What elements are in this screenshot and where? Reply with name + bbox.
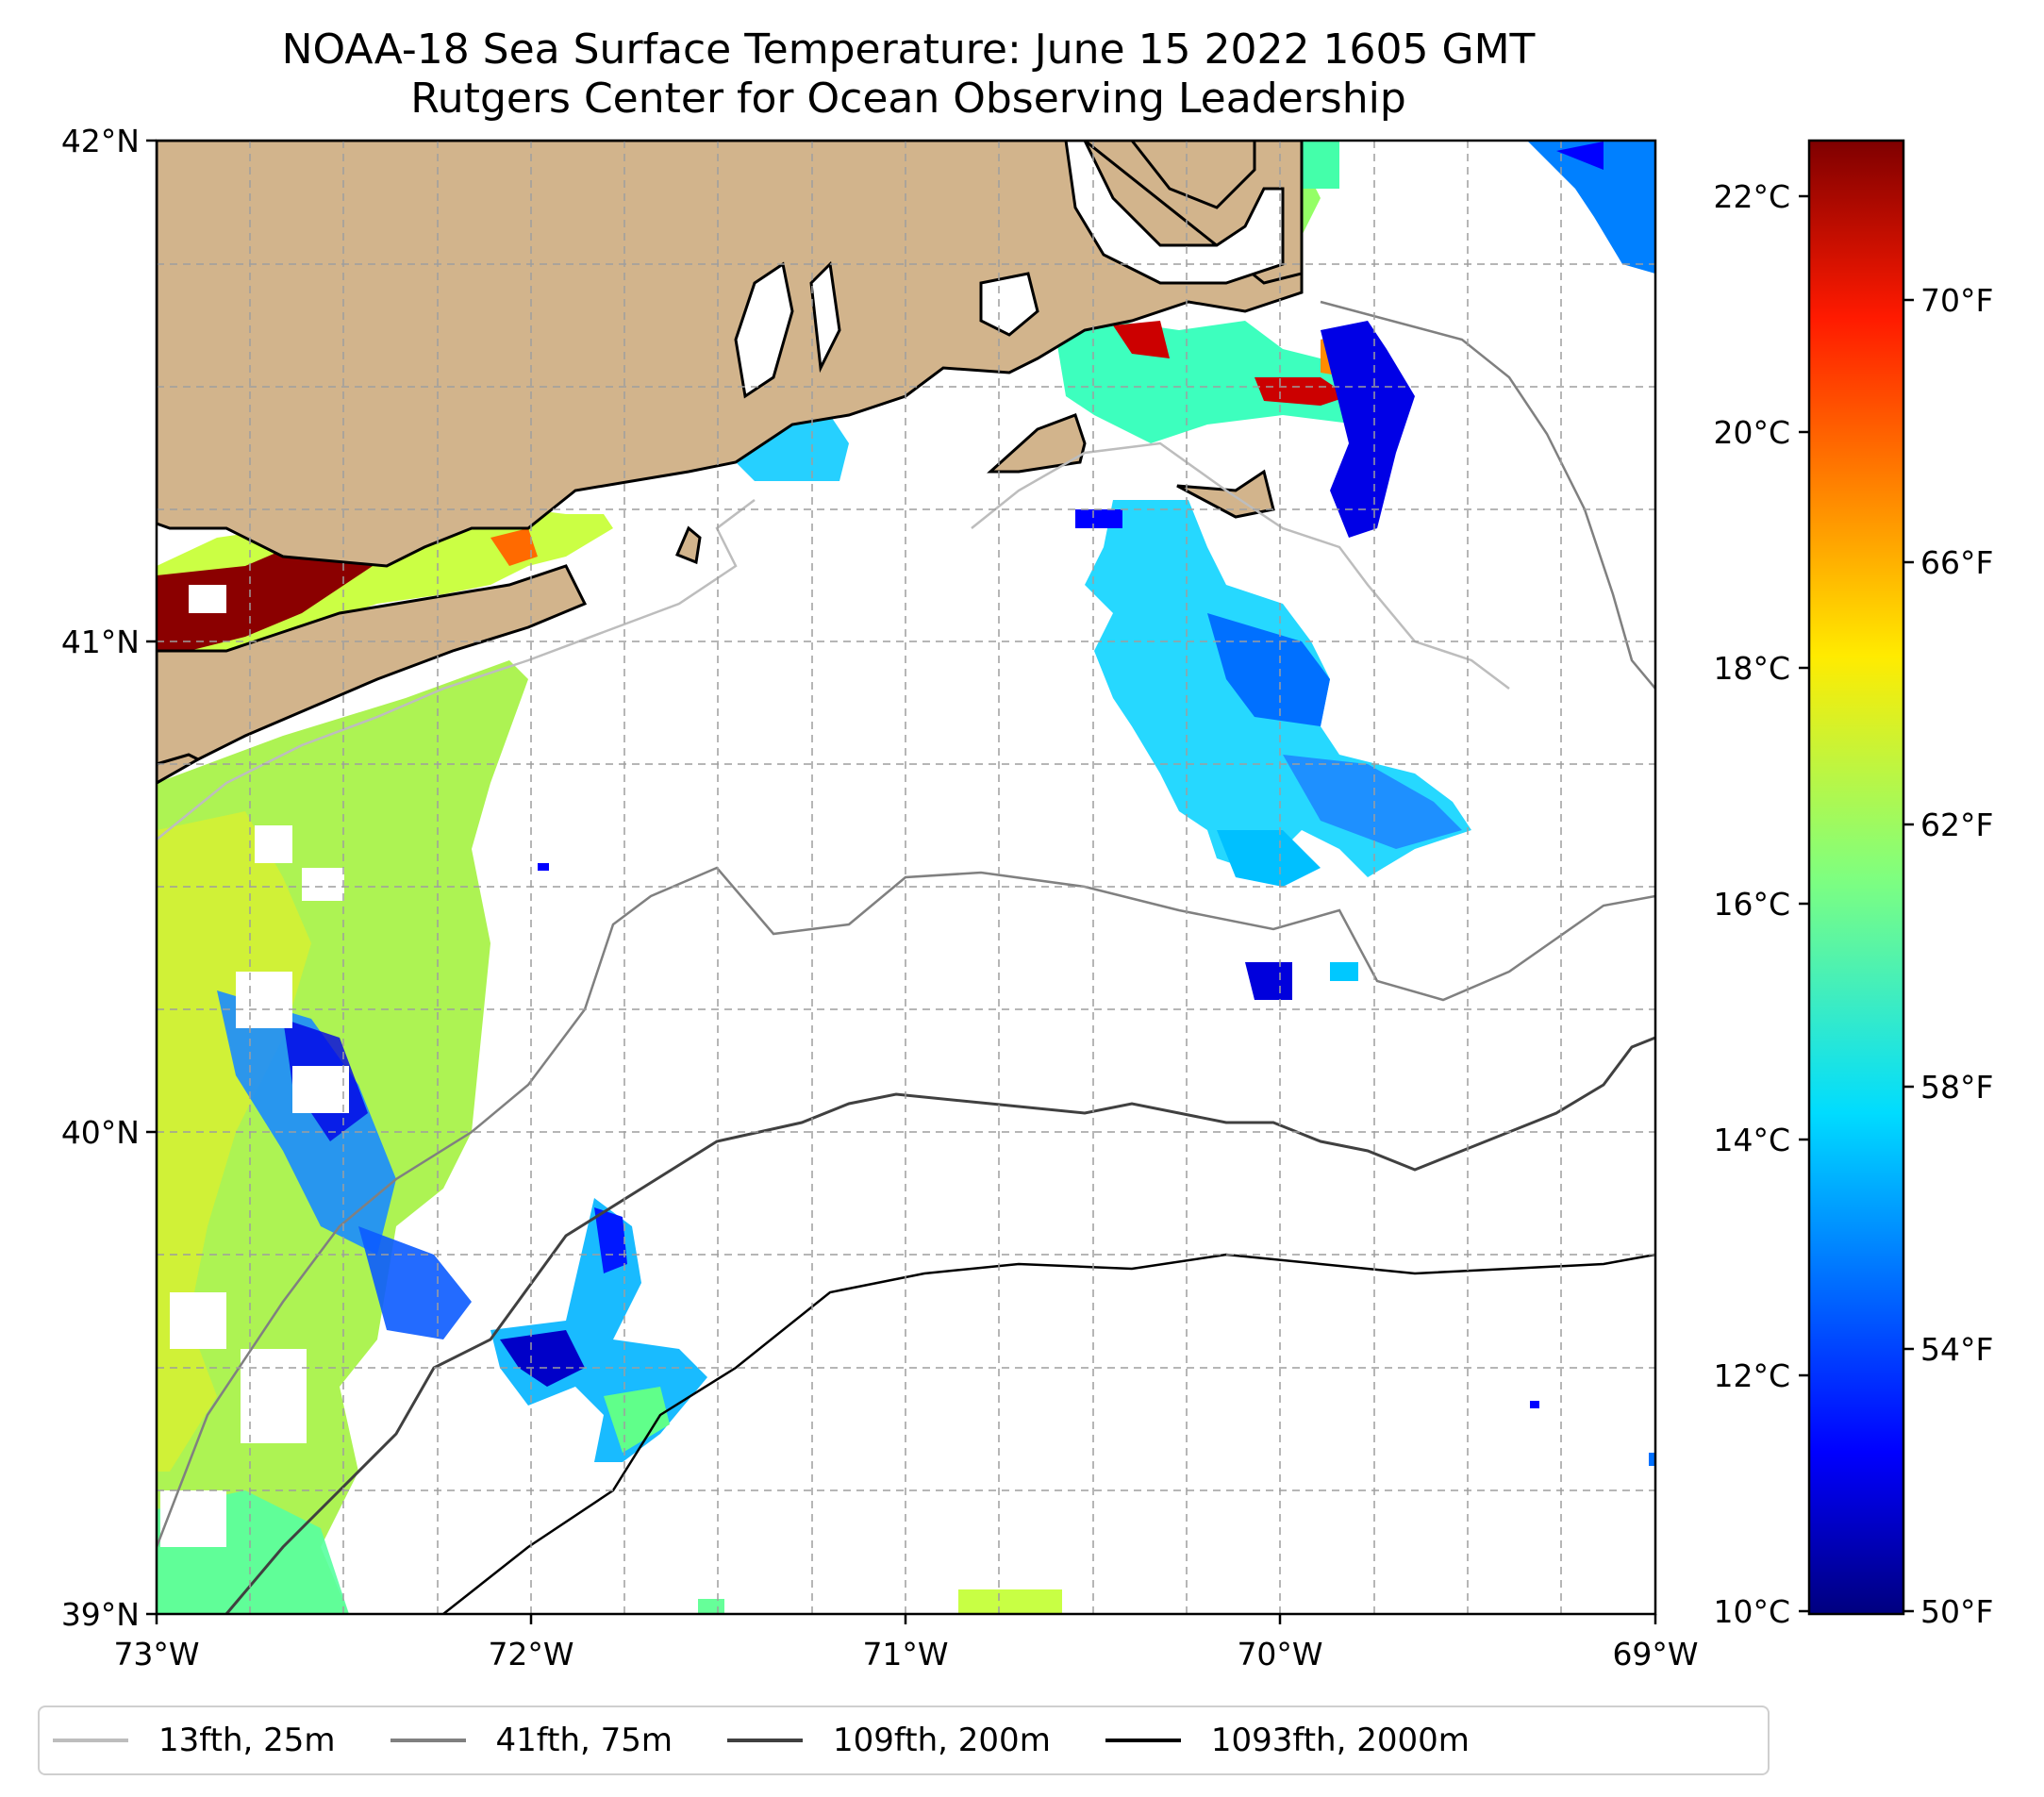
- celsius-tick: 14°C: [1713, 1122, 1790, 1158]
- legend-line-swatch: [1105, 1739, 1181, 1742]
- fahrenheit-tick: 54°F: [1920, 1331, 1993, 1368]
- legend-label: 13fth, 25m: [158, 1722, 336, 1759]
- legend-item-2000m: 1093fth, 2000m: [1105, 1722, 1470, 1759]
- x-tick-label: 70°W: [1237, 1636, 1322, 1672]
- map-area: [157, 141, 1655, 1614]
- fahrenheit-tick: 66°F: [1920, 544, 1993, 581]
- x-tick-label: 69°W: [1612, 1636, 1698, 1672]
- legend-label: 1093fth, 2000m: [1210, 1722, 1470, 1759]
- y-tick-label: 40°N: [61, 1114, 140, 1151]
- map-title: NOAA-18 Sea Surface Temperature: June 15…: [281, 25, 1536, 74]
- isobaths: [157, 300, 1655, 1614]
- legend-label: 41fth, 75m: [495, 1722, 673, 1759]
- fahrenheit-tick: 58°F: [1920, 1069, 1993, 1106]
- fahrenheit-tick: 50°F: [1920, 1593, 1993, 1630]
- celsius-tick: 18°C: [1713, 650, 1790, 687]
- y-tick-label: 42°N: [61, 123, 140, 159]
- celsius-tick: 22°C: [1713, 178, 1790, 215]
- fahrenheit-tick: 70°F: [1920, 282, 1993, 319]
- x-tick-label: 71°W: [862, 1636, 948, 1672]
- bays-layer: [734, 141, 1285, 399]
- legend-item-75m: 41fth, 75m: [390, 1722, 673, 1759]
- celsius-tick: 12°C: [1713, 1357, 1790, 1394]
- y-tick-label: 39°N: [61, 1596, 140, 1633]
- legend-line-swatch: [390, 1739, 466, 1742]
- legend-item-25m: 13fth, 25m: [53, 1722, 336, 1759]
- celsius-tick: 20°C: [1713, 414, 1790, 451]
- legend-line-swatch: [727, 1739, 804, 1742]
- legend-label: 109fth, 200m: [833, 1722, 1051, 1759]
- colorbar-gradient: [1807, 139, 1905, 1616]
- x-tick-label: 72°W: [488, 1636, 573, 1672]
- celsius-tick: 10°C: [1713, 1593, 1790, 1630]
- isobath-legend: 13fth, 25m 41fth, 75m 109fth, 200m 1093f…: [38, 1705, 1770, 1775]
- legend-item-200m: 109fth, 200m: [727, 1722, 1051, 1759]
- axis-ticks: [146, 139, 1657, 1624]
- y-tick-label: 41°N: [61, 624, 140, 660]
- colorbar: 22°C 20°C 18°C 16°C 14°C 12°C 10°C 70°F …: [1713, 139, 1993, 1630]
- map-subtitle: Rutgers Center for Ocean Observing Leade…: [410, 75, 1406, 123]
- x-tick-label: 73°W: [113, 1636, 199, 1672]
- x-axis-labels: 73°W 72°W 71°W 70°W 69°W: [113, 1636, 1698, 1672]
- fahrenheit-tick: 62°F: [1920, 807, 1993, 843]
- celsius-tick: 16°C: [1713, 886, 1790, 923]
- y-axis-labels: 42°N 41°N 40°N 39°N: [61, 123, 140, 1633]
- legend-line-swatch: [53, 1739, 128, 1742]
